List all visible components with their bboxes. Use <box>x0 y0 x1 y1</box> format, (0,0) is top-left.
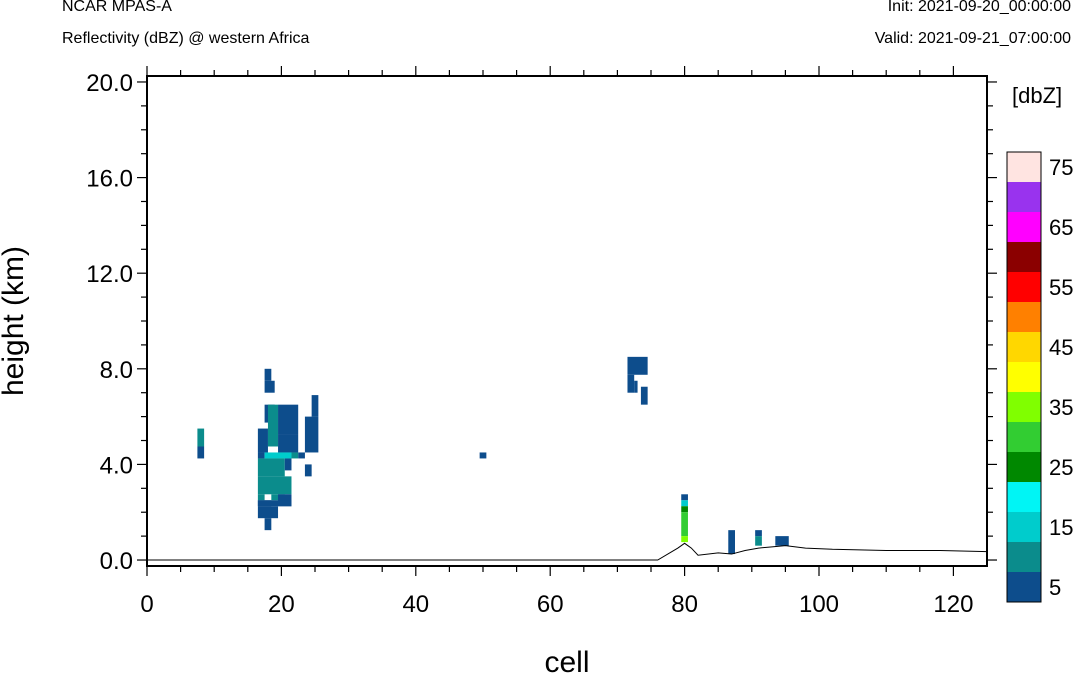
reflectivity-cell <box>304 416 319 453</box>
y-tick-label: 8.0 <box>100 357 133 384</box>
reflectivity-cell <box>304 464 312 477</box>
reflectivity-cell <box>681 536 688 543</box>
x-tick-label: 60 <box>537 591 564 618</box>
reflectivity-cell <box>681 506 688 513</box>
colorbar-swatch <box>1007 362 1041 392</box>
reflectivity-cell <box>681 500 688 507</box>
reflectivity-cell <box>627 356 648 375</box>
axis-ticks <box>137 66 997 576</box>
colorbar-label: 25 <box>1049 455 1073 480</box>
reflectivity-cell <box>197 446 205 459</box>
reflectivity-cell <box>681 512 688 537</box>
colorbar-label: 65 <box>1049 215 1073 240</box>
x-tick-label: 80 <box>671 591 698 618</box>
reflectivity-cell <box>634 380 638 393</box>
colorbar-swatch <box>1007 392 1041 422</box>
colorbar-label: 55 <box>1049 275 1073 300</box>
reflectivity-cell <box>267 404 279 447</box>
colorbar-swatch <box>1007 302 1041 332</box>
axis-tick-labels: 0 20 40 60 80 100 120 0.0 4.0 8.0 12.0 16.0 20.0 <box>86 70 973 618</box>
reflectivity-cell <box>257 506 279 519</box>
reflectivity-cell <box>197 428 205 447</box>
reflectivity-cell <box>479 452 487 459</box>
y-axis-title: height (km) <box>0 246 30 396</box>
reflectivity-cell <box>264 452 292 459</box>
y-tick-label: 20.0 <box>86 70 133 97</box>
colorbar-label: 45 <box>1049 335 1073 360</box>
reflectivity-cell <box>311 395 319 417</box>
reflectivity-cell <box>264 368 272 381</box>
reflectivity-cell <box>257 476 292 495</box>
colorbar-swatch <box>1007 212 1041 242</box>
colorbar-swatch <box>1007 332 1041 362</box>
valid-time: Valid: 2021-09-21_07:00:00 <box>874 30 1071 47</box>
reflectivity-cell <box>257 452 265 459</box>
reflectivity-cell <box>627 374 635 393</box>
colorbar-swatch <box>1007 272 1041 302</box>
x-tick-label: 40 <box>402 591 429 618</box>
reflectivity-cell <box>755 536 762 546</box>
y-tick-label: 0.0 <box>100 548 133 575</box>
y-tick-label: 4.0 <box>100 452 133 479</box>
init-time: Init: 2021-09-20_00:00:00 <box>887 0 1071 15</box>
x-tick-label: 0 <box>140 591 153 618</box>
colorbar-swatch <box>1007 242 1041 272</box>
x-tick-label: 100 <box>799 591 839 618</box>
reflectivity-cell <box>257 494 265 501</box>
field-description: Reflectivity (dBZ) @ western Africa <box>62 30 310 47</box>
y-tick-label: 12.0 <box>86 261 133 288</box>
reflectivity-cell <box>291 452 299 459</box>
colorbar-swatch <box>1007 512 1041 542</box>
reflectivity-cell <box>264 518 272 531</box>
colorbar-swatch <box>1007 482 1041 512</box>
reflectivity-cell <box>640 386 648 405</box>
x-tick-label: 20 <box>268 591 295 618</box>
reflectivity-cells <box>197 356 789 555</box>
colorbar-label: 15 <box>1049 515 1073 540</box>
reflectivity-cell <box>257 500 292 507</box>
x-tick-label: 120 <box>933 591 973 618</box>
reflectivity-cell <box>257 458 285 477</box>
colorbar-label: 35 <box>1049 395 1073 420</box>
reflectivity-cell <box>728 530 735 555</box>
reflectivity-cell <box>278 404 299 435</box>
colorbar-legend: 5 15 25 35 45 55 65 75 <box>1006 151 1073 603</box>
reflectivity-cell <box>681 494 688 501</box>
colorbar-swatch <box>1007 422 1041 452</box>
reflectivity-cell <box>278 434 299 453</box>
model-name: NCAR MPAS-A <box>62 0 172 15</box>
reflectivity-cell <box>264 380 275 393</box>
colorbar-title: [dbZ] <box>1012 83 1062 108</box>
colorbar-swatch <box>1007 572 1041 602</box>
colorbar-swatch <box>1007 542 1041 572</box>
colorbar-label: 75 <box>1049 155 1073 180</box>
y-tick-label: 16.0 <box>86 166 133 193</box>
reflectivity-cell <box>298 452 305 459</box>
colorbar-frame <box>1006 151 1042 603</box>
colorbar-swatch <box>1007 152 1041 182</box>
colorbar-swatch <box>1007 452 1041 482</box>
x-axis-title: cell <box>544 646 589 677</box>
reflectivity-cell <box>284 458 292 471</box>
colorbar-swatch <box>1007 182 1041 212</box>
reflectivity-cell <box>257 428 268 453</box>
terrain-line <box>147 542 988 561</box>
reflectivity-cell <box>775 536 789 546</box>
reflectivity-cell <box>755 530 762 537</box>
colorbar-label: 5 <box>1049 575 1061 600</box>
